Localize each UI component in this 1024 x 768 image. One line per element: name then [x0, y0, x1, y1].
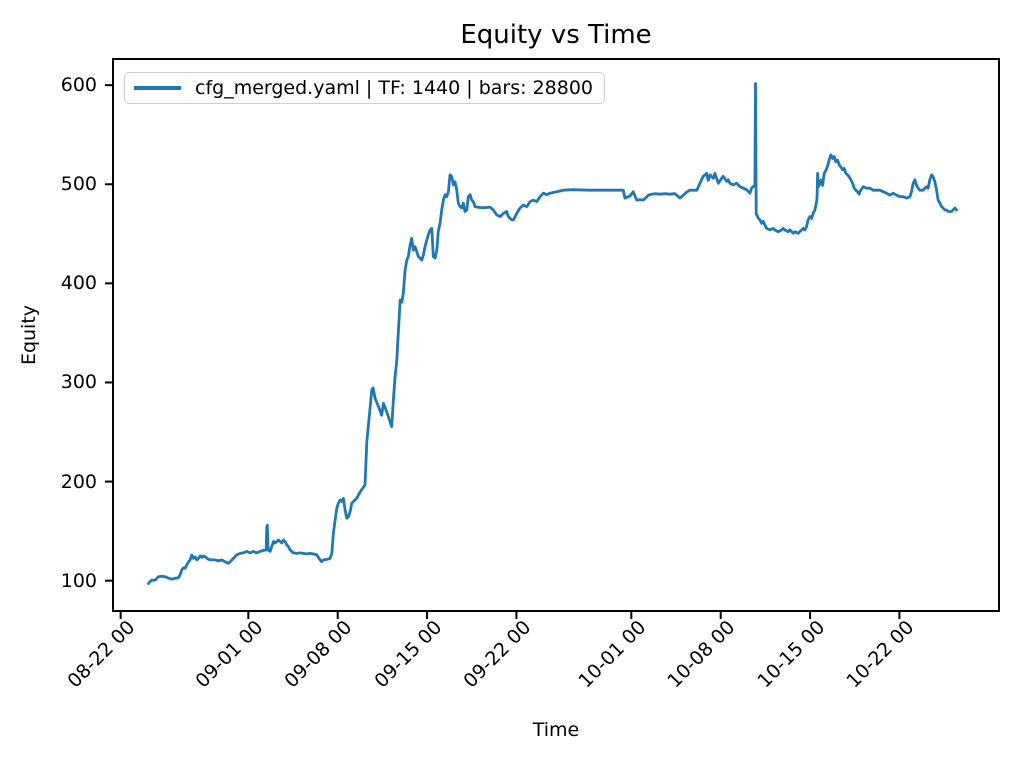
chart-title: Equity vs Time: [460, 20, 652, 50]
y-tick-label: 200: [60, 470, 97, 493]
y-tick-label: 100: [60, 569, 97, 592]
legend-line-sample: [134, 86, 181, 90]
y-tick-label: 400: [60, 272, 97, 295]
equity-line: [147, 82, 958, 585]
legend-label: cfg_merged.yaml | TF: 1440 | bars: 28800: [195, 77, 594, 99]
axes-frame: [112, 58, 1000, 612]
y-tick-label: 500: [60, 173, 97, 196]
legend: cfg_merged.yaml | TF: 1440 | bars: 28800: [124, 72, 606, 104]
y-tick-label: 600: [60, 74, 97, 97]
y-axis-label: Equity: [18, 304, 40, 366]
x-axis-label: Time: [532, 719, 580, 741]
y-tick-label: 300: [60, 371, 97, 394]
